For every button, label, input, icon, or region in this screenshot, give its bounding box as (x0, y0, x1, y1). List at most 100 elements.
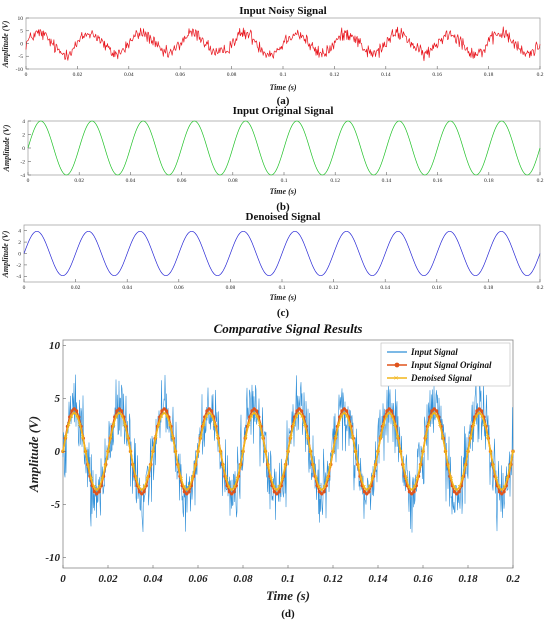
denoised-signal-marker (294, 414, 299, 418)
panel-d-x-label: Time (s) (266, 588, 310, 603)
denoised-signal-marker (426, 422, 431, 427)
denoised-signal-marker (140, 487, 144, 492)
original-signal-marker (275, 492, 279, 496)
panel-b-caption: (b) (276, 201, 290, 213)
denoised-signal-marker (272, 484, 276, 489)
denoised-signal-marker (463, 464, 467, 468)
denoised-signal-marker (258, 422, 262, 427)
panel-b-y-tick-label: 2 (22, 132, 25, 138)
panel-b-x-tick-label: 0.1 (281, 178, 288, 184)
denoised-signal-marker (72, 411, 76, 415)
panel-d-x-tick-label: 0.06 (188, 573, 208, 585)
panel-c: Denoised Signal 0 0.02 0.04 0.06 0.08 0.1 0.12… (1, 211, 544, 319)
panel-d-y-tick-label: 10 (49, 340, 61, 352)
denoised-signal-marker (224, 476, 228, 481)
denoised-signal-marker (483, 422, 487, 427)
denoised-signal-marker (190, 476, 195, 481)
original-signal-marker (230, 492, 234, 496)
panel-a-series-area (25, 26, 541, 62)
panel-c-x-tick-label: 0.18 (484, 285, 494, 291)
denoised-signal-marker (508, 464, 512, 468)
panel-d-x-tick-label: 0.08 (233, 573, 253, 585)
denoised-signal-marker (452, 484, 456, 489)
denoised-signal-marker (109, 435, 113, 439)
denoised-signal-marker (466, 449, 470, 454)
denoised-signal-marker (440, 435, 445, 439)
panel-c-x-tick-label: 0.04 (122, 285, 132, 291)
denoised-signal-marker (137, 484, 141, 489)
panel-c-y-tick-label: -4 (16, 274, 21, 280)
denoised-signal-marker (241, 449, 245, 454)
denoised-signal-marker (170, 435, 175, 439)
denoised-signal-marker (438, 422, 442, 427)
denoised-signal-marker (97, 484, 102, 489)
denoised-signal-marker (418, 464, 422, 468)
denoised-signal-marker (269, 476, 273, 481)
panel-a-x-tick-label: 0.14 (381, 72, 391, 78)
denoised-signal-marker (69, 414, 74, 418)
panel-a-y-tick-label: 5 (20, 29, 23, 35)
legend-marker-denoised-signal: × (394, 373, 399, 383)
denoised-signal-marker (162, 411, 166, 415)
panel-a-x-tick-label: 0.04 (124, 72, 134, 78)
denoised-signal-marker (432, 411, 436, 415)
denoised-signal-marker (199, 435, 203, 439)
denoised-signal-marker (75, 414, 79, 418)
denoised-signal-marker (196, 449, 200, 454)
panel-b-x-tick-label: 0.04 (126, 178, 136, 184)
denoised-signal-marker (131, 464, 136, 468)
denoised-signal-marker (103, 464, 107, 468)
denoised-signal-marker (201, 422, 206, 427)
panel-b-y-tick-label: 4 (22, 119, 25, 125)
denoised-signal-marker (384, 414, 389, 418)
denoised-signal-marker (345, 414, 349, 418)
denoised-signal-marker (260, 435, 265, 439)
denoised-signal-marker (187, 484, 192, 489)
denoised-signal-marker (393, 422, 397, 427)
panel-c-x-tick-label: 0.14 (380, 285, 390, 291)
panel-a-series-line-0 (25, 26, 541, 62)
denoised-signal-marker (176, 464, 181, 468)
panel-c-x-tick-label: 0.08 (226, 285, 236, 291)
denoised-signal-marker (373, 464, 377, 468)
denoised-signal-marker (362, 484, 366, 489)
denoised-signal-marker (66, 422, 71, 427)
panel-d-x-tick-label: 0.18 (458, 573, 478, 585)
denoised-signal-marker (336, 422, 341, 427)
denoised-signal-marker (398, 449, 403, 454)
legend: Input Signal Input Signal Original × Den… (380, 342, 511, 387)
panel-a: Input Noisy Signal 0 0.02 0.04 0.06 0.08 0.1 0… (1, 5, 544, 107)
denoised-signal-marker (500, 487, 504, 492)
panel-b-y-tick-label: -4 (20, 173, 25, 179)
original-signal-marker (297, 407, 301, 411)
denoised-signal-marker (185, 487, 189, 492)
panel-d-x-tick-label: 0.02 (98, 573, 118, 585)
denoised-signal-marker (469, 435, 473, 439)
denoised-signal-marker (308, 449, 313, 454)
original-signal-marker (432, 407, 436, 411)
denoised-signal-marker (339, 414, 344, 418)
denoised-signal-marker (485, 435, 490, 439)
denoised-signal-marker (497, 484, 501, 489)
denoised-signal-marker (322, 484, 327, 489)
panel-c-caption: (c) (277, 307, 290, 319)
original-signal-marker (252, 407, 256, 411)
denoised-signal-marker (159, 414, 164, 418)
panel-d-x-tick-label: 0.14 (368, 573, 388, 585)
panel-b-x-tick-label: 0.14 (382, 178, 392, 184)
denoised-signal-marker (134, 476, 138, 481)
denoised-signal-marker (168, 422, 172, 427)
original-signal-marker (72, 407, 76, 411)
denoised-signal-marker (244, 435, 248, 439)
denoised-signal-marker (297, 411, 301, 415)
panel-a-title: Input Noisy Signal (239, 5, 326, 17)
denoised-signal-marker (286, 449, 290, 454)
denoised-signal-marker (407, 484, 411, 489)
panel-d-y-tick-label: -5 (51, 499, 61, 511)
panel-d-x-tick-label: 0.1 (281, 573, 295, 585)
denoised-signal-marker (474, 414, 479, 418)
original-signal-marker (320, 492, 324, 496)
denoised-signal-marker (387, 411, 391, 415)
panel-d-x-tick-label: 0.16 (413, 573, 433, 585)
panel-b-series-line-0 (27, 120, 541, 176)
